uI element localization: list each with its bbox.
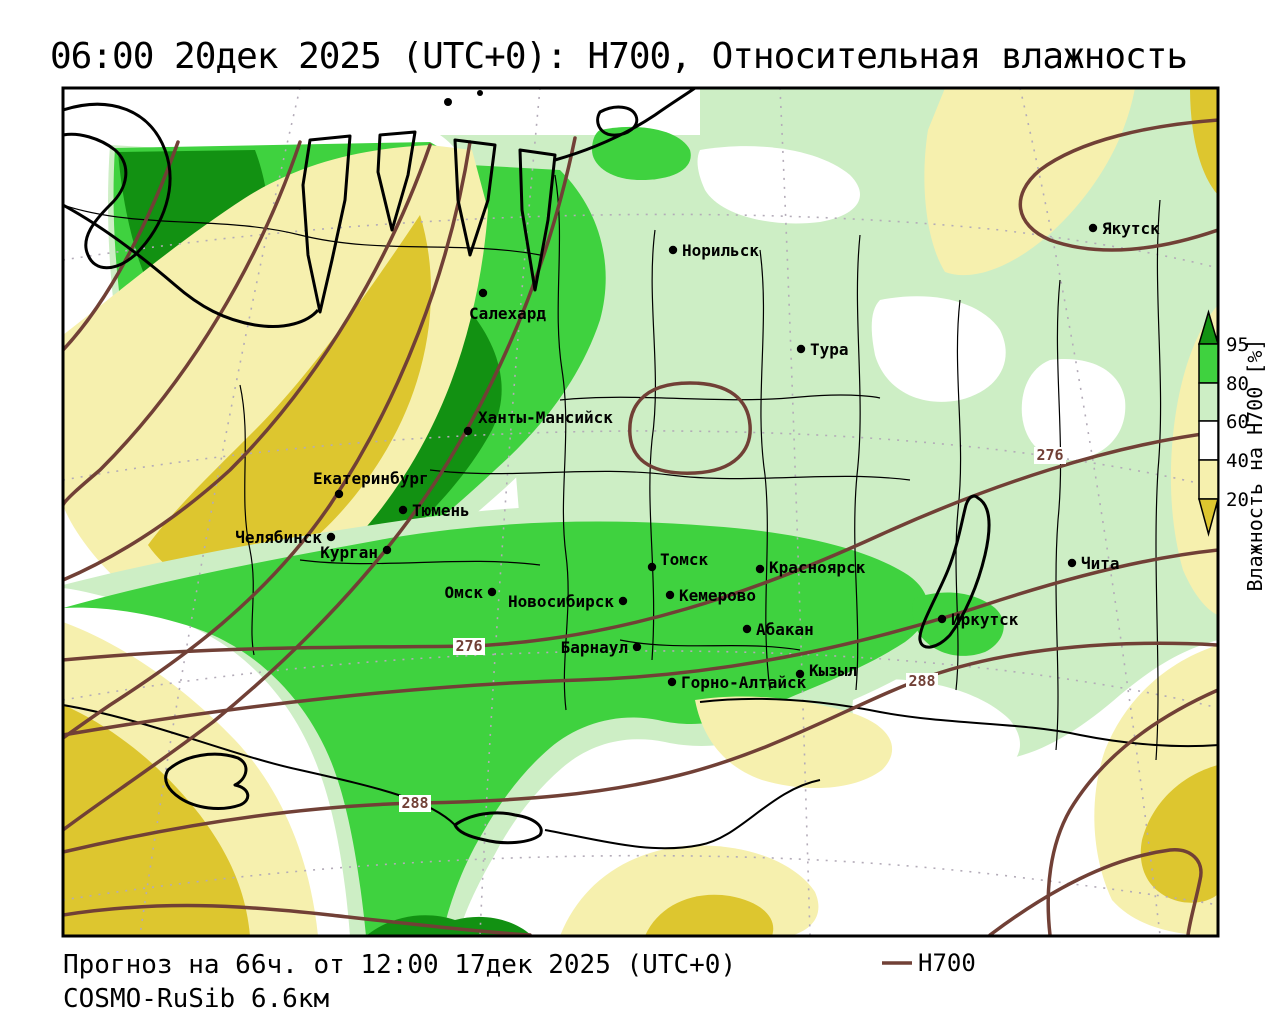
city-label: Томск bbox=[660, 550, 709, 569]
city-marker bbox=[755, 564, 765, 574]
city-marker bbox=[1067, 558, 1077, 568]
city-label: Тюмень bbox=[412, 501, 470, 520]
city-marker bbox=[334, 489, 344, 499]
contour-label: 288 bbox=[401, 794, 428, 812]
colorbar-cell bbox=[1198, 382, 1219, 422]
city-marker bbox=[795, 669, 805, 679]
city-label: Барнаул bbox=[561, 638, 628, 657]
model-info-text: COSMO-RuSib 6.6км bbox=[63, 984, 329, 1014]
colorbar-tick-label: 80 bbox=[1226, 373, 1249, 395]
contour-label-box bbox=[453, 638, 485, 655]
colorbar-tick-label: 60 bbox=[1226, 411, 1249, 433]
page-title: 06:00 20дек 2025 (UTC+0): H700, Относите… bbox=[50, 36, 1187, 77]
city-marker bbox=[478, 288, 488, 298]
contour-label: 276 bbox=[1036, 446, 1063, 464]
city-marker bbox=[487, 587, 497, 597]
city-label: Салехард bbox=[469, 304, 546, 323]
colorbar-tick-label: 95 bbox=[1226, 334, 1249, 356]
colorbar-axis-label: Влажность на H700 [%] bbox=[1243, 339, 1267, 592]
city-label: Иркутск bbox=[951, 610, 1019, 629]
city-marker bbox=[326, 532, 336, 542]
city-marker bbox=[398, 505, 408, 515]
city-marker bbox=[742, 624, 752, 634]
city-marker bbox=[668, 245, 678, 255]
colorbar-cell bbox=[1198, 459, 1219, 500]
colorbar-cell bbox=[1198, 343, 1219, 384]
contour-label: 276 bbox=[455, 637, 482, 655]
city-label: Ханты-Мансийск bbox=[478, 408, 613, 427]
city-marker bbox=[937, 614, 947, 624]
city-label: Кемерово bbox=[679, 586, 756, 605]
city-label: Курган bbox=[320, 543, 378, 562]
city-label: Норильск bbox=[682, 241, 759, 260]
city-label: Красноярск bbox=[769, 558, 866, 577]
map-frame bbox=[61, 86, 1220, 938]
contour-label-box bbox=[906, 673, 938, 690]
map-area: 276 276 288 288 Норильск Салехард Тура Якутск Х… bbox=[64, 89, 1217, 935]
city-label: Тура bbox=[810, 340, 849, 359]
graticule bbox=[64, 89, 1217, 935]
contour-label-box bbox=[1034, 447, 1066, 464]
colorbar-tick-label: 40 bbox=[1226, 450, 1249, 472]
colorbar-tick-label: 20 bbox=[1226, 489, 1249, 511]
city-marker bbox=[632, 642, 642, 652]
forecast-info-text: Прогноз на 66ч. от 12:00 17дек 2025 (UTC… bbox=[63, 950, 736, 980]
cities-layer: Норильск Салехард Тура Якутск Ханты-Мансийск… bbox=[235, 219, 1160, 692]
city-label: Кызыл bbox=[809, 661, 857, 680]
city-label: Горно-Алтайск bbox=[681, 673, 807, 692]
contour-value-labels: 276 276 288 288 bbox=[399, 446, 1066, 812]
city-marker bbox=[1088, 223, 1098, 233]
colorbar: 95 80 60 40 20 bbox=[1197, 309, 1249, 537]
city-label: Омск bbox=[444, 583, 483, 602]
colorbar-cell bbox=[1198, 420, 1219, 461]
city-label: Екатеринбург bbox=[313, 469, 429, 488]
h700-legend-label: H700 bbox=[918, 949, 976, 977]
city-marker bbox=[463, 426, 473, 436]
city-label: Якутск bbox=[1102, 219, 1160, 238]
city-label: Чита bbox=[1081, 554, 1120, 573]
city-marker bbox=[382, 545, 392, 555]
city-label: Челябинск bbox=[235, 528, 322, 547]
city-marker bbox=[647, 562, 657, 572]
contour-label: 288 bbox=[908, 672, 935, 690]
coastlines bbox=[64, 89, 991, 845]
city-marker bbox=[618, 596, 628, 606]
colorbar-triangle-bottom bbox=[1198, 498, 1219, 537]
city-marker bbox=[667, 677, 677, 687]
h700-contours bbox=[64, 118, 1217, 935]
city-marker bbox=[796, 344, 806, 354]
city-label: Новосибирск bbox=[508, 592, 614, 611]
city-marker bbox=[665, 590, 675, 600]
city-label: Абакан bbox=[756, 620, 814, 639]
contour-label-box bbox=[399, 795, 431, 812]
